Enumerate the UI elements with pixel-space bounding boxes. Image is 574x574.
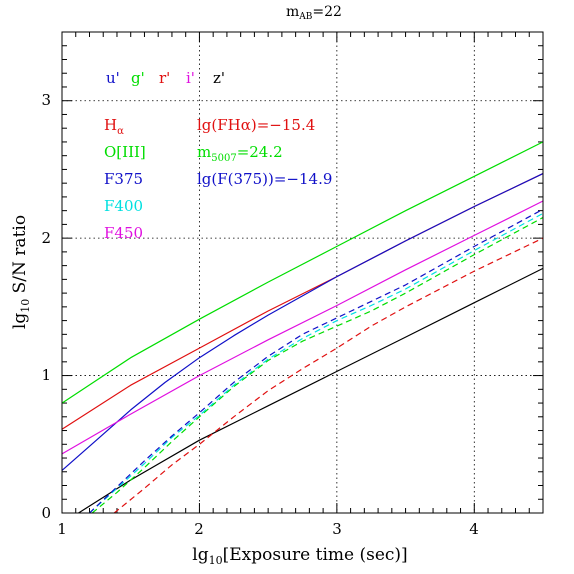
series-line-4-solid: [78, 267, 544, 514]
x-tick-label: 4: [469, 520, 479, 538]
legend-filter-z: z': [213, 69, 225, 87]
y-tick-label: 1: [41, 366, 51, 384]
series-line-0-solid: [61, 141, 544, 404]
series-line-5-dashed: [113, 237, 544, 514]
legend-filter-i: i': [186, 69, 195, 87]
y-tick-label: 2: [41, 229, 51, 247]
y-tick-labels: 0 1 2 3: [41, 91, 51, 522]
y-tick-label: 3: [41, 91, 51, 109]
x-tick-labels: 1 2 3 4: [57, 520, 479, 538]
chart-title: mAB=22: [286, 4, 342, 22]
legend-halpha: Hα: [104, 116, 124, 137]
series-group: [61, 141, 544, 514]
x-tick-label: 2: [194, 520, 204, 538]
series-line-3-solid: [61, 200, 544, 455]
legend-filter-g: g': [131, 69, 145, 87]
legend-oiii: O[III]: [104, 143, 146, 161]
series-line-8-dashed: [89, 208, 544, 514]
flux-f375: lg(F(375))=−14.9: [197, 170, 332, 188]
legend-filter-r: r': [159, 69, 170, 87]
flux-oiii: m5007=24.2: [197, 143, 283, 164]
legend-f400: F400: [104, 197, 143, 215]
filter-legend: u' g' r' i' z': [106, 69, 225, 87]
series-line-2-solid: [61, 173, 544, 471]
legend-f450: F450: [104, 224, 143, 242]
y-tick-label: 0: [41, 504, 51, 522]
y-axis-label: lg10 S/N ratio: [10, 215, 32, 329]
plot-frame: [61, 31, 544, 514]
flux-annotations: lg(FHα)=−15.4 m5007=24.2 lg(F(375))=−14.…: [197, 116, 332, 188]
x-tick-label: 1: [57, 520, 67, 538]
series-line-7-dashed: [89, 212, 544, 514]
series-line-6-dashed: [91, 216, 544, 514]
x-tick-label: 3: [332, 520, 342, 538]
grid: [62, 32, 543, 513]
x-axis-label: lg10[Exposure time (sec)]: [192, 545, 407, 567]
legend-f375: F375: [104, 170, 143, 188]
legend-filter-u: u': [106, 69, 120, 87]
line-legend: Hα O[III] F375 F400 F450: [104, 116, 146, 242]
flux-halpha: lg(FHα)=−15.4: [197, 116, 315, 134]
